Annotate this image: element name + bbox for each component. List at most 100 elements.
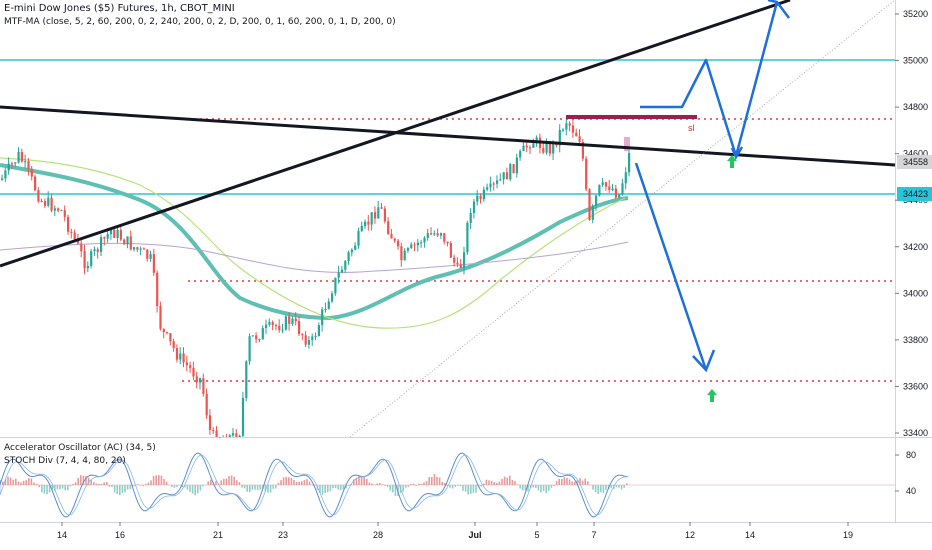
candlestick[interactable] (581, 138, 584, 162)
candlestick[interactable] (189, 361, 192, 373)
candlestick[interactable] (393, 237, 396, 243)
candlestick[interactable] (4, 167, 7, 183)
candlestick[interactable] (278, 319, 281, 333)
candlestick[interactable] (212, 427, 215, 434)
candlestick[interactable] (340, 266, 344, 274)
dotted-trendline[interactable] (349, 0, 896, 438)
candlestick[interactable] (604, 181, 608, 191)
candlestick[interactable] (439, 232, 443, 239)
candlestick[interactable] (7, 157, 10, 175)
candlestick[interactable] (430, 227, 433, 236)
candlestick[interactable] (565, 119, 568, 136)
candlestick[interactable] (449, 240, 452, 258)
candlestick[interactable] (90, 248, 93, 269)
candlestick[interactable] (80, 238, 83, 258)
candlestick[interactable] (10, 161, 14, 170)
candlestick[interactable] (258, 338, 261, 343)
trendline-falling[interactable] (0, 105, 896, 167)
candlestick[interactable] (139, 246, 142, 256)
candlestick[interactable] (288, 312, 291, 331)
candlestick[interactable] (172, 338, 175, 352)
candlestick[interactable] (628, 148, 631, 177)
candlestick[interactable] (466, 220, 469, 256)
candlestick[interactable] (443, 232, 446, 245)
candlestick[interactable] (410, 242, 413, 249)
candlestick[interactable] (291, 316, 294, 327)
candlestick[interactable] (255, 332, 258, 344)
candlestick[interactable] (512, 163, 515, 174)
candlestick[interactable] (482, 186, 485, 202)
candlestick[interactable] (93, 246, 96, 256)
candlestick[interactable] (235, 429, 238, 437)
candlestick[interactable] (529, 145, 532, 154)
candlestick[interactable] (109, 228, 113, 240)
candlestick[interactable] (103, 236, 106, 246)
candlestick[interactable] (568, 121, 571, 132)
candlestick[interactable] (515, 153, 518, 178)
candlestick[interactable] (321, 306, 324, 332)
candlestick[interactable] (152, 248, 155, 276)
candlestick[interactable] (281, 324, 284, 334)
candlestick[interactable] (614, 184, 617, 200)
candlestick[interactable] (377, 200, 380, 219)
candlestick[interactable] (34, 174, 37, 192)
candlestick[interactable] (331, 291, 334, 304)
candlestick[interactable] (215, 426, 218, 437)
candlestick[interactable] (456, 257, 459, 268)
candlestick[interactable] (47, 191, 50, 208)
candlestick[interactable] (123, 238, 126, 245)
candlestick[interactable] (509, 162, 512, 182)
candlestick[interactable] (20, 148, 23, 163)
candlestick[interactable] (406, 247, 410, 253)
candlestick[interactable] (373, 206, 377, 224)
candlestick[interactable] (337, 265, 340, 284)
candlestick[interactable] (542, 141, 545, 155)
candlestick[interactable] (162, 328, 165, 339)
candlestick[interactable] (251, 335, 254, 337)
candlestick[interactable] (446, 241, 449, 247)
candlestick[interactable] (370, 212, 373, 231)
candlestick[interactable] (347, 250, 350, 265)
candlestick[interactable] (311, 333, 314, 346)
candlestick[interactable] (175, 344, 179, 363)
candlestick[interactable] (116, 225, 119, 243)
candlestick[interactable] (334, 277, 337, 296)
candlestick[interactable] (611, 184, 614, 191)
candlestick[interactable] (63, 205, 66, 222)
candlestick[interactable] (298, 316, 301, 336)
ma-200-1h-thick[interactable] (0, 163, 629, 321)
candlestick[interactable] (199, 377, 202, 390)
candlestick[interactable] (360, 221, 363, 232)
candlestick[interactable] (420, 239, 423, 248)
candlestick[interactable] (476, 190, 479, 206)
candlestick[interactable] (248, 333, 251, 365)
candlestick[interactable] (624, 167, 627, 190)
candlestick[interactable] (367, 215, 370, 231)
candlestick[interactable] (304, 331, 307, 348)
candlestick[interactable] (86, 261, 89, 273)
candlestick[interactable] (100, 234, 103, 257)
candlestick[interactable] (472, 198, 476, 219)
candlestick[interactable] (40, 198, 43, 203)
candlestick[interactable] (459, 258, 462, 269)
candlestick[interactable] (50, 194, 53, 213)
candlestick[interactable] (314, 332, 317, 341)
candlestick[interactable] (575, 128, 578, 137)
candlestick[interactable] (294, 312, 297, 326)
candlestick[interactable] (403, 248, 406, 261)
candlestick[interactable] (271, 320, 274, 331)
candlestick[interactable] (307, 336, 311, 349)
candlestick[interactable] (53, 205, 56, 216)
candlestick[interactable] (268, 318, 271, 327)
candlestick[interactable] (159, 301, 162, 331)
candlestick[interactable] (601, 178, 604, 188)
candlestick[interactable] (265, 319, 268, 335)
bullish-projection-path[interactable] (640, 1, 779, 158)
candlestick[interactable] (489, 176, 492, 192)
candlestick[interactable] (14, 161, 17, 168)
candlestick[interactable] (621, 178, 624, 196)
candlestick[interactable] (502, 172, 505, 185)
candlestick[interactable] (133, 246, 136, 252)
candlestick[interactable] (344, 259, 347, 274)
candlestick[interactable] (192, 361, 195, 381)
